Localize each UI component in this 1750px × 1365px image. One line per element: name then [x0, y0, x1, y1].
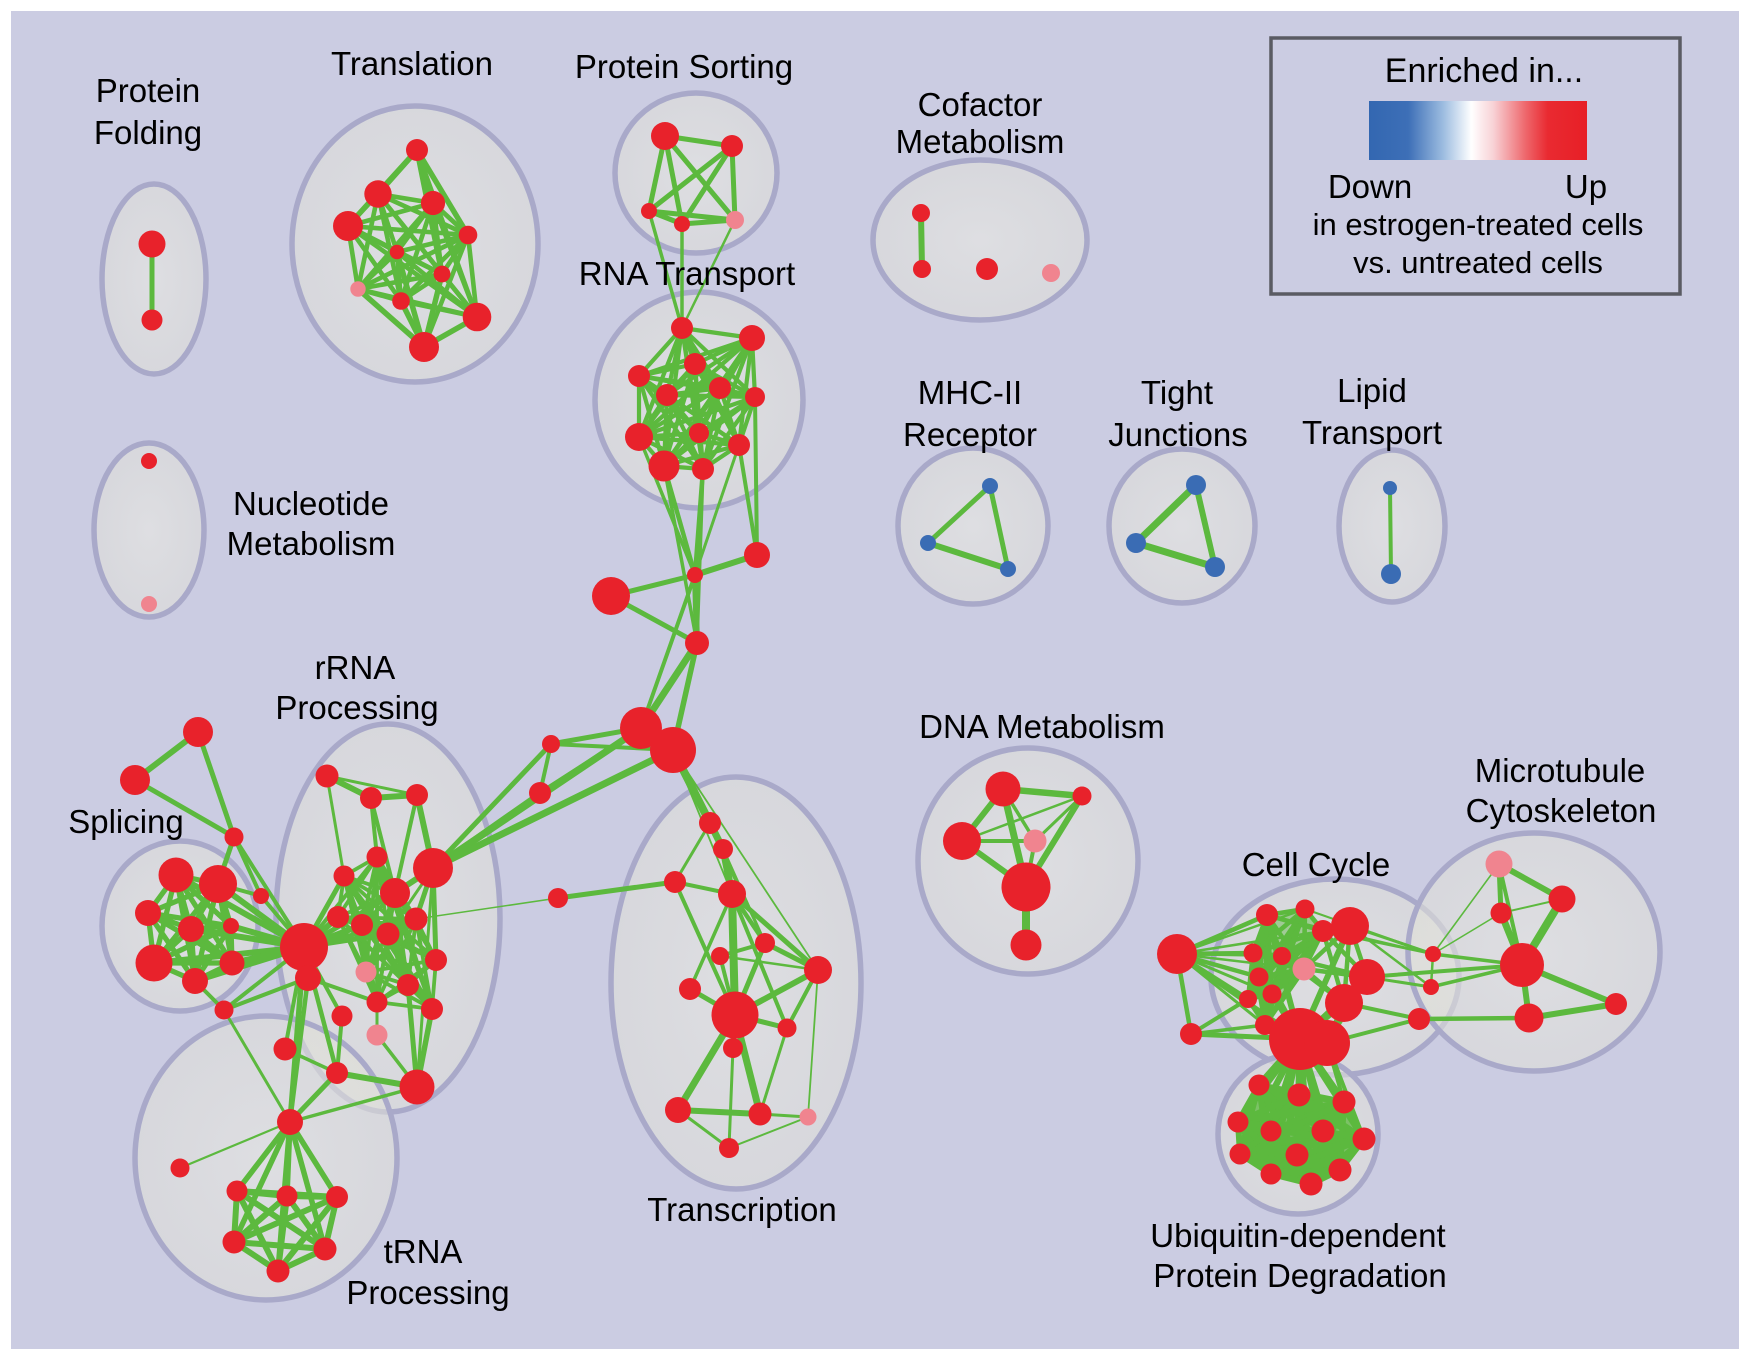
- svg-text:RNA Transport: RNA Transport: [579, 255, 795, 292]
- svg-text:Receptor: Receptor: [903, 416, 1037, 453]
- svg-text:Metabolism: Metabolism: [227, 525, 396, 562]
- svg-text:DNA Metabolism: DNA Metabolism: [919, 708, 1165, 745]
- svg-text:Metabolism: Metabolism: [896, 123, 1065, 160]
- svg-text:Lipid: Lipid: [1337, 372, 1407, 409]
- svg-text:Transport: Transport: [1302, 414, 1442, 451]
- svg-text:in estrogen-treated cells: in estrogen-treated cells: [1313, 207, 1644, 242]
- svg-text:tRNA: tRNA: [384, 1233, 463, 1270]
- svg-text:Down: Down: [1328, 168, 1412, 205]
- svg-text:Splicing: Splicing: [68, 803, 184, 840]
- svg-text:Translation: Translation: [331, 45, 493, 82]
- svg-text:Protein Sorting: Protein Sorting: [575, 48, 793, 85]
- svg-text:Protein Degradation: Protein Degradation: [1153, 1257, 1447, 1294]
- svg-text:Cytoskeleton: Cytoskeleton: [1466, 792, 1657, 829]
- svg-text:Microtubule: Microtubule: [1475, 752, 1646, 789]
- svg-text:vs. untreated cells: vs. untreated cells: [1353, 245, 1603, 280]
- svg-text:Tight: Tight: [1141, 374, 1213, 411]
- svg-text:rRNA: rRNA: [315, 649, 396, 686]
- svg-text:Ubiquitin-dependent: Ubiquitin-dependent: [1150, 1217, 1445, 1254]
- svg-text:Up: Up: [1565, 168, 1607, 205]
- svg-text:Processing: Processing: [346, 1274, 509, 1311]
- svg-text:Protein: Protein: [96, 72, 201, 109]
- svg-text:Processing: Processing: [275, 689, 438, 726]
- svg-text:Junctions: Junctions: [1108, 416, 1247, 453]
- svg-text:Cofactor: Cofactor: [918, 86, 1043, 123]
- svg-text:Cell Cycle: Cell Cycle: [1242, 846, 1391, 883]
- svg-text:MHC-II: MHC-II: [918, 374, 1022, 411]
- svg-text:Enriched in...: Enriched in...: [1385, 52, 1583, 90]
- svg-text:Nucleotide: Nucleotide: [233, 485, 389, 522]
- svg-text:Folding: Folding: [94, 114, 202, 151]
- svg-text:Transcription: Transcription: [647, 1191, 837, 1228]
